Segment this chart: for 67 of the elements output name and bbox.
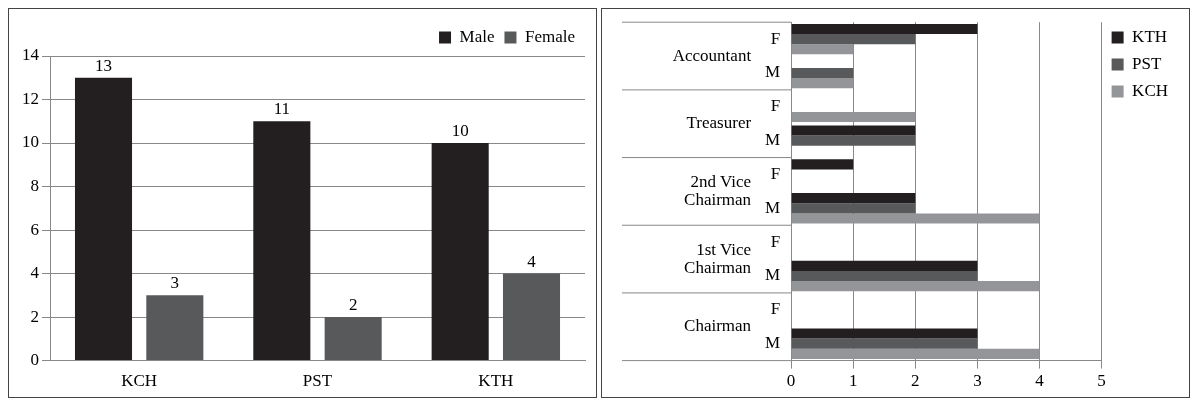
bar bbox=[791, 193, 916, 204]
data-label: 2 bbox=[348, 295, 358, 315]
bar bbox=[791, 328, 978, 339]
bar bbox=[791, 281, 1040, 292]
bar bbox=[791, 111, 916, 123]
legend-label: KTH bbox=[1132, 26, 1168, 46]
y-tick-label: F bbox=[770, 163, 781, 183]
legend-label: Male bbox=[459, 26, 495, 46]
y-tick-label: 0 bbox=[30, 350, 39, 370]
y-tick-label: F bbox=[770, 96, 781, 116]
text: Chairman bbox=[684, 316, 752, 336]
legend-label: Female bbox=[524, 26, 576, 46]
text: Treasurer bbox=[686, 113, 752, 133]
y-tick-label: 4 bbox=[30, 263, 40, 283]
legend-label: KCH bbox=[1132, 80, 1169, 100]
bar bbox=[324, 317, 382, 361]
bar bbox=[791, 203, 916, 214]
y-tick-label: M bbox=[764, 333, 781, 353]
y-tick-label: M bbox=[764, 130, 781, 150]
x-tick-label: 1 bbox=[848, 371, 858, 391]
y-tick-label: 12 bbox=[22, 88, 39, 108]
data-label: 13 bbox=[95, 55, 112, 75]
bar bbox=[791, 44, 854, 55]
bar bbox=[791, 125, 916, 136]
x-tick-label: 0 bbox=[786, 371, 796, 391]
bar bbox=[431, 143, 489, 361]
x-tick-label: KTH bbox=[478, 371, 514, 391]
bar bbox=[791, 34, 916, 45]
y-tick-label: M bbox=[764, 62, 781, 82]
data-label: 3 bbox=[170, 273, 180, 293]
y-tick-label: 14 bbox=[22, 45, 40, 65]
bar bbox=[146, 295, 204, 361]
x-tick-label: PST bbox=[302, 371, 333, 391]
bar bbox=[791, 67, 854, 79]
bar bbox=[791, 213, 1040, 224]
bar bbox=[253, 121, 311, 361]
x-tick-label: 5 bbox=[1097, 371, 1106, 391]
x-tick-label: KCH bbox=[121, 371, 158, 391]
bar bbox=[502, 273, 561, 361]
y-tick-label: F bbox=[770, 28, 781, 48]
legend-label: PST bbox=[1132, 53, 1163, 73]
x-tick-label: 3 bbox=[973, 371, 982, 391]
data-label: 4 bbox=[527, 251, 537, 271]
y-tick-label: F bbox=[770, 299, 781, 319]
bar bbox=[791, 159, 854, 170]
bar bbox=[791, 260, 978, 271]
text: 1st Vice Chairman bbox=[684, 239, 752, 277]
x-tick-label: 4 bbox=[1035, 371, 1045, 391]
y-tick-label: 6 bbox=[30, 219, 39, 239]
text: Accountant bbox=[672, 45, 752, 65]
data-label: 10 bbox=[451, 121, 469, 140]
bar bbox=[791, 348, 1040, 359]
y-tick-label: M bbox=[764, 197, 781, 217]
y-tick-label: 8 bbox=[30, 176, 39, 196]
y-tick-label: 10 bbox=[22, 132, 39, 152]
x-tick-label: 2 bbox=[911, 371, 920, 391]
bar bbox=[791, 23, 978, 35]
y-tick-label: M bbox=[764, 265, 781, 285]
y-tick-label: F bbox=[770, 231, 781, 251]
bar bbox=[791, 135, 916, 146]
y-tick-label: 2 bbox=[30, 306, 39, 326]
bar bbox=[74, 77, 133, 361]
bar bbox=[791, 270, 978, 282]
bar bbox=[791, 78, 854, 89]
data-label: 11 bbox=[273, 99, 291, 119]
text: 2nd Vice Chairman bbox=[684, 171, 752, 209]
bar bbox=[791, 338, 978, 349]
